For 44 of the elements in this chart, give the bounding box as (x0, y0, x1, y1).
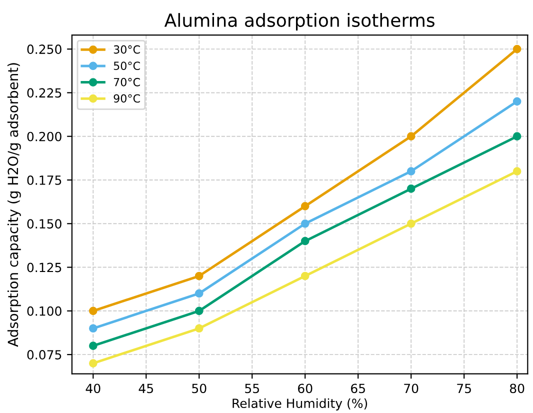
point (512, 132, 522, 141)
point (194, 289, 204, 298)
point (194, 272, 204, 280)
point (88, 342, 98, 350)
point (406, 132, 416, 141)
point (300, 272, 310, 280)
point (406, 184, 416, 193)
x-tick-label: 70 (404, 384, 418, 394)
y-axis-title: Adsorption capacity (g H2O/g adsorbent) (7, 63, 21, 347)
y-tick-label: 0.125 (27, 262, 62, 272)
y-tick-label: 0.200 (27, 132, 62, 142)
y-tick-label: 0.175 (27, 175, 62, 185)
y-tick-label: 0.225 (27, 88, 62, 98)
x-tick-label: 55 (245, 384, 259, 394)
chart-title: Alumina adsorption isotherms (164, 13, 434, 31)
point (194, 324, 204, 333)
y-tick-label: 0.075 (27, 350, 62, 360)
point (512, 44, 522, 54)
x-tick-label: 75 (457, 384, 471, 394)
x-tick-label: 80 (510, 384, 524, 394)
point (406, 219, 416, 228)
x-axis-title: Relative Humidity (%) (232, 398, 368, 410)
point (194, 306, 204, 316)
point (88, 306, 98, 316)
point (512, 97, 522, 106)
y-tick-label: 0.250 (27, 44, 62, 54)
x-tick-label: 45 (138, 384, 153, 394)
x-tick-label: 40 (86, 384, 100, 394)
x-tick-label: 50 (192, 384, 206, 394)
point (300, 202, 310, 210)
legend-label: 90°C (114, 94, 140, 103)
legend-label: 70°C (114, 78, 140, 86)
point (300, 219, 310, 228)
x-tick-label: 65 (351, 384, 365, 394)
x-tick-label: 60 (298, 384, 312, 394)
y-tick-label: 0.100 (27, 306, 62, 316)
legend-label: 50°C (114, 62, 140, 70)
legend-label: 30°C (114, 45, 140, 54)
point (88, 359, 98, 368)
y-tick-label: 0.150 (27, 219, 62, 229)
point (406, 167, 416, 176)
point (88, 324, 98, 333)
point (512, 167, 522, 176)
point (300, 236, 310, 246)
